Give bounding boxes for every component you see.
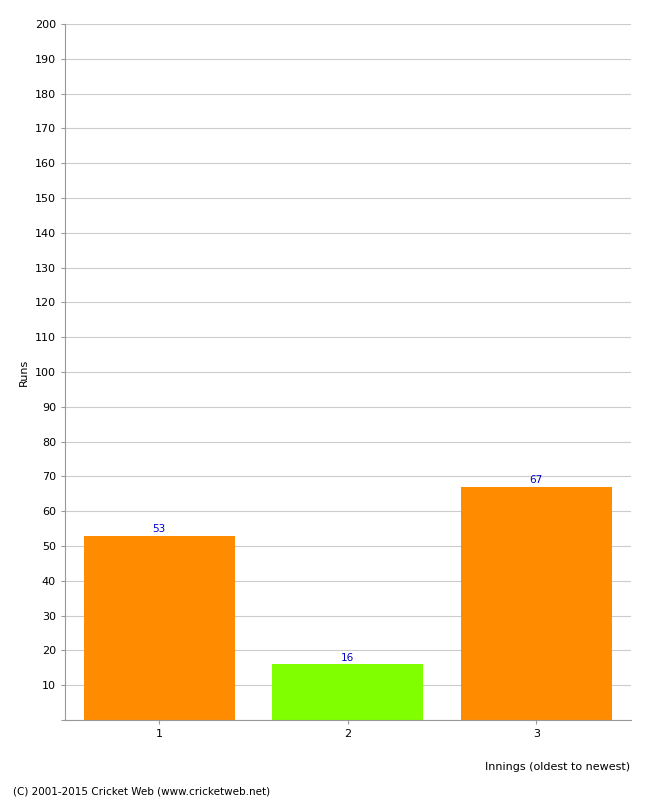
Text: 67: 67: [530, 475, 543, 485]
Bar: [461, 487, 612, 720]
Bar: [84, 535, 235, 720]
Text: (C) 2001-2015 Cricket Web (www.cricketweb.net): (C) 2001-2015 Cricket Web (www.cricketwe…: [13, 786, 270, 796]
Text: 16: 16: [341, 653, 354, 662]
Y-axis label: Runs: Runs: [20, 358, 29, 386]
Bar: [272, 664, 423, 720]
Text: Innings (oldest to newest): Innings (oldest to newest): [486, 762, 630, 772]
Text: 53: 53: [153, 524, 166, 534]
